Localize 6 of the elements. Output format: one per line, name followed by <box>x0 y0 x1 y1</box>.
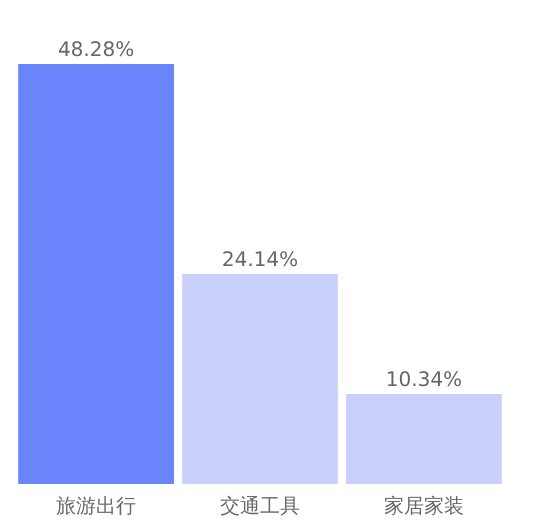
data-label: 24.14% <box>222 247 298 271</box>
x-tick-label: 旅游出行 <box>56 494 136 518</box>
x-tick-label: 家居家装 <box>384 494 464 518</box>
data-label: 48.28% <box>58 37 134 61</box>
data-label: 10.34% <box>386 367 462 392</box>
x-tick-label: 交通工具 <box>220 494 300 518</box>
